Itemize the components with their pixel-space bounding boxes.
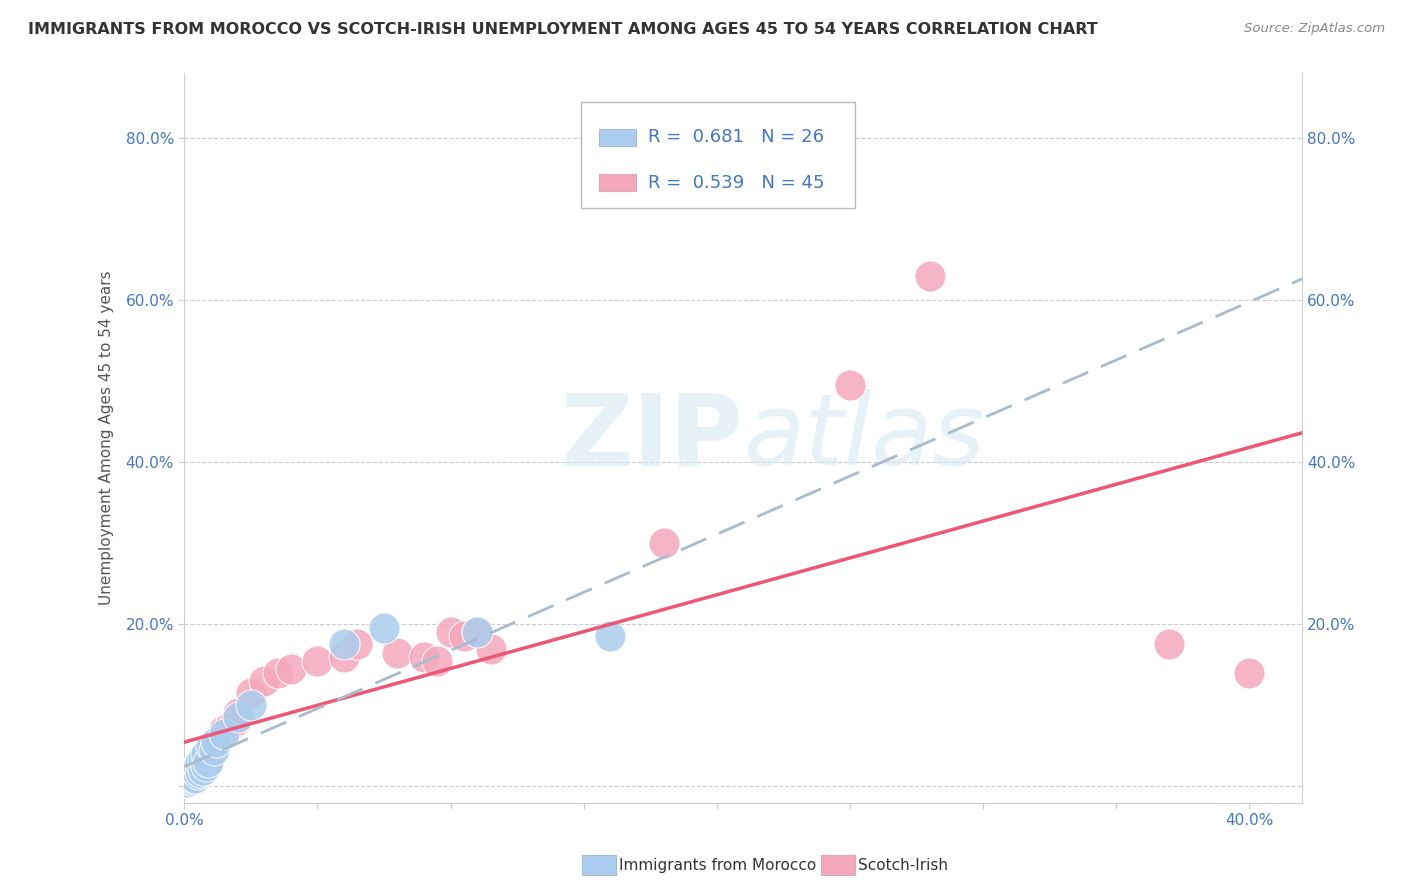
Point: [190, 755, 212, 769]
Point: [333, 637, 356, 651]
Point: [239, 698, 262, 713]
Point: [184, 771, 207, 785]
Point: [181, 767, 204, 781]
Point: [224, 714, 246, 729]
Point: [465, 625, 488, 640]
Point: [202, 743, 225, 757]
FancyBboxPatch shape: [581, 103, 855, 208]
Point: [652, 536, 675, 550]
Point: [346, 637, 368, 651]
Point: [373, 621, 395, 635]
Point: [205, 735, 228, 749]
Point: [599, 629, 621, 643]
Point: [191, 751, 214, 765]
Point: [184, 763, 207, 777]
Point: [179, 772, 201, 787]
Point: [191, 763, 214, 777]
Point: [184, 763, 207, 777]
Point: [426, 654, 449, 668]
Point: [211, 726, 233, 740]
Point: [190, 755, 212, 769]
Point: [187, 767, 209, 781]
Point: [226, 710, 249, 724]
Point: [918, 268, 941, 283]
Point: [181, 770, 204, 784]
Point: [190, 764, 212, 779]
Point: [239, 686, 262, 700]
Point: [280, 662, 302, 676]
Text: Scotch-Irish: Scotch-Irish: [858, 858, 948, 872]
Point: [181, 771, 204, 785]
Point: [465, 625, 488, 640]
Point: [202, 739, 225, 753]
Point: [176, 775, 198, 789]
Text: R =  0.539   N = 45: R = 0.539 N = 45: [648, 174, 825, 192]
Point: [176, 771, 198, 785]
FancyBboxPatch shape: [599, 174, 636, 192]
Point: [179, 767, 201, 781]
Point: [187, 759, 209, 773]
Point: [197, 755, 219, 769]
Point: [479, 641, 502, 656]
Point: [194, 759, 217, 773]
Point: [176, 775, 198, 789]
Point: [439, 625, 461, 640]
Point: [179, 772, 201, 787]
Point: [190, 764, 212, 779]
Y-axis label: Unemployment Among Ages 45 to 54 years: Unemployment Among Ages 45 to 54 years: [100, 270, 114, 605]
Point: [184, 770, 207, 784]
Point: [266, 665, 288, 680]
Point: [453, 629, 475, 643]
Point: [214, 723, 236, 737]
Text: atlas: atlas: [744, 389, 986, 486]
Point: [194, 759, 217, 773]
Point: [205, 735, 228, 749]
Point: [191, 763, 214, 777]
Text: IMMIGRANTS FROM MOROCCO VS SCOTCH-IRISH UNEMPLOYMENT AMONG AGES 45 TO 54 YEARS C: IMMIGRANTS FROM MOROCCO VS SCOTCH-IRISH …: [28, 22, 1098, 37]
Point: [1159, 637, 1181, 651]
Point: [387, 646, 409, 660]
FancyBboxPatch shape: [599, 128, 636, 146]
Point: [179, 771, 201, 785]
Point: [187, 767, 209, 781]
Text: R =  0.681   N = 26: R = 0.681 N = 26: [648, 128, 824, 146]
Point: [838, 378, 860, 392]
Point: [307, 654, 329, 668]
Point: [194, 747, 217, 761]
Point: [253, 673, 276, 688]
Point: [214, 726, 236, 740]
Point: [333, 649, 356, 664]
Point: [181, 764, 204, 779]
Point: [200, 739, 222, 753]
Point: [1239, 665, 1261, 680]
Point: [200, 743, 222, 757]
Point: [187, 759, 209, 773]
Point: [226, 706, 249, 721]
Text: Source: ZipAtlas.com: Source: ZipAtlas.com: [1244, 22, 1385, 36]
Text: Immigrants from Morocco: Immigrants from Morocco: [619, 858, 815, 872]
Point: [208, 731, 231, 745]
Point: [197, 755, 219, 769]
Point: [191, 751, 214, 765]
Point: [194, 747, 217, 761]
Text: ZIP: ZIP: [561, 389, 744, 486]
Point: [413, 649, 436, 664]
Point: [218, 718, 240, 732]
